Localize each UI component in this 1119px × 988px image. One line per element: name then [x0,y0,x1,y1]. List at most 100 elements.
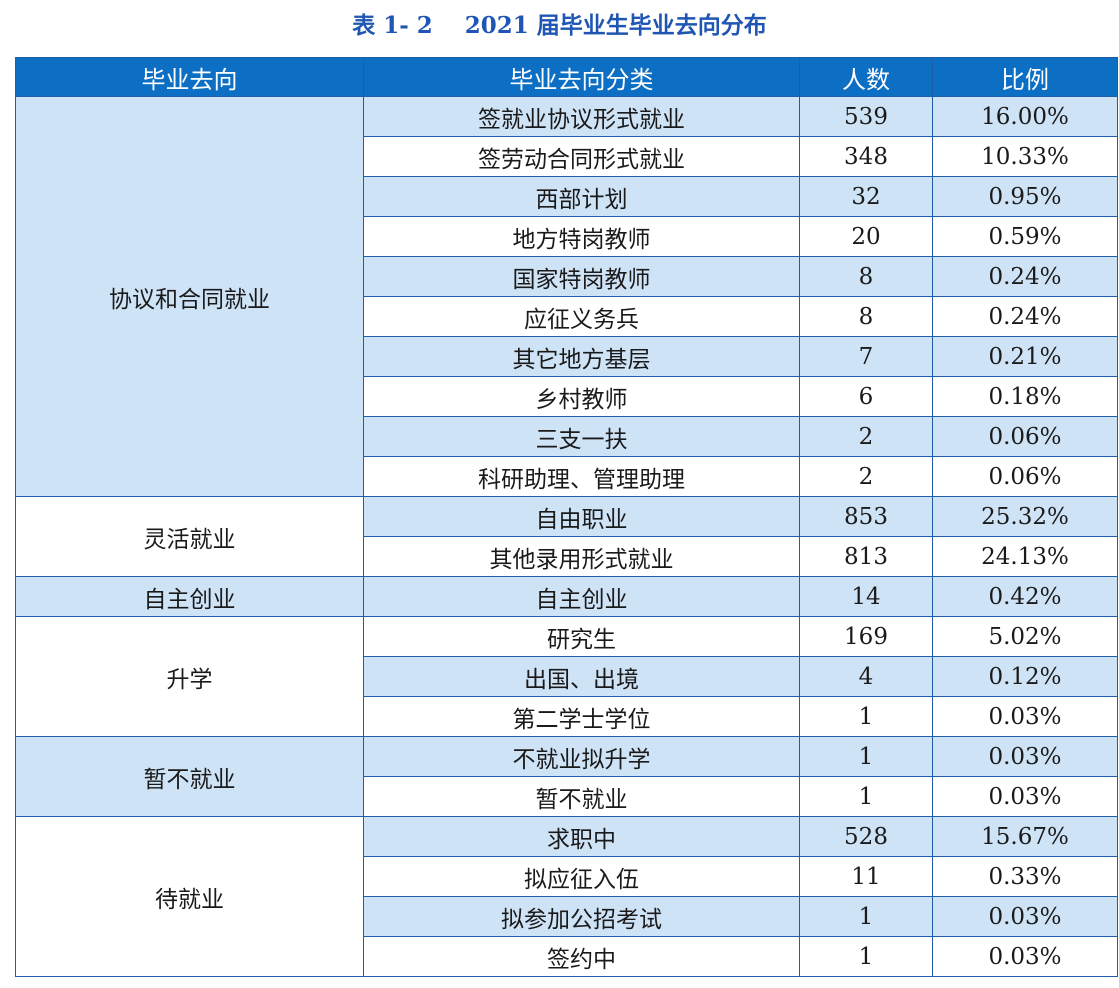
count-cell: 539 [799,96,933,137]
category-cell: 求职中 [363,816,800,857]
ratio-cell: 15.67% [932,816,1118,857]
ratio-cell: 0.59% [932,216,1118,257]
count-cell: 169 [799,616,933,657]
count-cell: 853 [799,496,933,537]
ratio-cell: 16.00% [932,96,1118,137]
count-cell: 2 [799,456,933,497]
header-ratio: 比例 [932,57,1118,97]
count-cell: 4 [799,656,933,697]
header-category: 毕业去向分类 [363,57,800,97]
count-cell: 2 [799,416,933,457]
category-cell: 签劳动合同形式就业 [363,136,800,177]
ratio-cell: 10.33% [932,136,1118,177]
table-row: 签约中 1 0.03% [16,936,1118,977]
table-row: 出国、出境 4 0.12% [16,656,1118,697]
count-cell: 14 [799,576,933,617]
destination-group-cell: 暂不就业 [15,736,364,817]
table-header: 毕业去向 毕业去向分类 人数 比例 [15,57,1118,97]
destination-group-cell: 灵活就业 [15,496,364,577]
header-destination: 毕业去向 [15,57,364,97]
destination-group-cell: 待就业 [15,816,364,977]
category-cell: 科研助理、管理助理 [363,456,800,497]
table-row: 协议和合同就业 签就业协议形式就业 539 16.00% [15,96,1118,497]
count-cell: 11 [799,856,933,897]
table-row: 拟参加公招考试 1 0.03% [16,896,1118,937]
category-cell: 暂不就业 [363,776,800,817]
table-row: 应征义务兵 8 0.24% [16,296,1118,337]
count-cell: 348 [799,136,933,177]
category-cell: 三支一扶 [363,416,800,457]
category-cell: 第二学士学位 [363,696,800,737]
count-cell: 7 [799,336,933,377]
ratio-cell: 5.02% [932,616,1118,657]
ratio-cell: 0.03% [932,936,1118,977]
table-row: 灵活就业 自由职业 853 25.32% [15,496,1118,577]
table-body: 协议和合同就业 签就业协议形式就业 539 16.00% 签劳动合同形式就业 348 10.… [15,96,1118,977]
ratio-cell: 0.33% [932,856,1118,897]
table-row: 升学 研究生 169 5.02% [15,616,1118,737]
count-cell: 813 [799,536,933,577]
table-row: 国家特岗教师 8 0.24% [16,256,1118,297]
table-row: 暂不就业 不就业拟升学 1 0.03% [15,736,1118,817]
ratio-cell: 24.13% [932,536,1118,577]
count-cell: 8 [799,296,933,337]
ratio-cell: 0.06% [932,416,1118,457]
destination-group-cell: 协议和合同就业 [15,96,364,497]
header-row: 毕业去向 毕业去向分类 人数 比例 [15,57,1118,97]
count-cell: 1 [799,736,933,777]
table-row: 签劳动合同形式就业 348 10.33% [16,136,1118,177]
ratio-cell: 0.03% [932,736,1118,777]
destination-group-cell: 自主创业 [15,576,364,617]
count-cell: 1 [799,936,933,977]
count-cell: 20 [799,216,933,257]
category-cell: 其它地方基层 [363,336,800,377]
count-cell: 1 [799,896,933,937]
count-cell: 528 [799,816,933,857]
table-row: 其他录用形式就业 813 24.13% [16,536,1118,577]
category-cell: 签约中 [363,936,800,977]
count-cell: 6 [799,376,933,417]
table-row: 西部计划 32 0.95% [16,176,1118,217]
table-row: 地方特岗教师 20 0.59% [16,216,1118,257]
table-row: 暂不就业 1 0.03% [16,776,1118,817]
graduation-destination-table: 毕业去向 毕业去向分类 人数 比例 协议和合同就业 签就业协议形式就业 539 16.… [15,57,1118,977]
table-caption: 表 1- 2 2021 届毕业生毕业去向分布 [352,12,767,39]
category-cell: 出国、出境 [363,656,800,697]
category-cell: 国家特岗教师 [363,256,800,297]
table-row: 自主创业 自主创业 14 0.42% [15,576,1118,617]
table-row: 拟应征入伍 11 0.33% [16,856,1118,897]
table-row: 待就业 求职中 528 15.67% [15,816,1118,977]
ratio-cell: 0.06% [932,456,1118,497]
table-row: 三支一扶 2 0.06% [16,416,1118,457]
category-cell: 地方特岗教师 [363,216,800,257]
ratio-cell: 0.24% [932,296,1118,337]
category-cell: 应征义务兵 [363,296,800,337]
count-cell: 32 [799,176,933,217]
count-cell: 1 [799,776,933,817]
ratio-cell: 0.95% [932,176,1118,217]
header-count: 人数 [799,57,933,97]
ratio-cell: 0.03% [932,696,1118,737]
ratio-cell: 0.12% [932,656,1118,697]
category-cell: 研究生 [363,616,800,657]
category-cell: 乡村教师 [363,376,800,417]
ratio-cell: 0.24% [932,256,1118,297]
category-cell: 拟参加公招考试 [363,896,800,937]
category-cell: 其他录用形式就业 [363,536,800,577]
category-cell: 自由职业 [363,496,800,537]
ratio-cell: 0.03% [932,776,1118,817]
category-cell: 签就业协议形式就业 [363,96,800,137]
category-cell: 自主创业 [363,576,800,617]
ratio-cell: 25.32% [932,496,1118,537]
category-cell: 西部计划 [363,176,800,217]
ratio-cell: 0.18% [932,376,1118,417]
category-cell: 拟应征入伍 [363,856,800,897]
count-cell: 1 [799,696,933,737]
destination-group-cell: 升学 [15,616,364,737]
ratio-cell: 0.21% [932,336,1118,377]
ratio-cell: 0.42% [932,576,1118,617]
count-cell: 8 [799,256,933,297]
category-cell: 不就业拟升学 [363,736,800,777]
ratio-cell: 0.03% [932,896,1118,937]
table-row: 第二学士学位 1 0.03% [16,696,1118,737]
